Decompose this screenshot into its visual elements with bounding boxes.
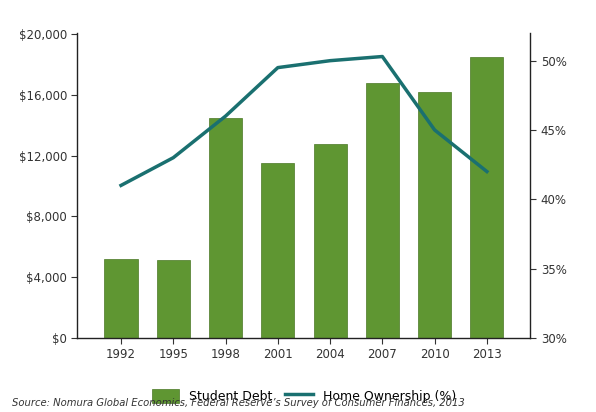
Bar: [261, 164, 294, 338]
Bar: [470, 57, 504, 338]
Bar: [209, 118, 242, 338]
Bar: [157, 260, 190, 338]
Legend: Student Debt, Home Ownership (%): Student Debt, Home Ownership (%): [147, 384, 461, 408]
Bar: [313, 144, 347, 338]
Bar: [418, 92, 451, 338]
Text: Source: Nomura Global Economics, Federal Reserve’s Survey of Consumer Finances, : Source: Nomura Global Economics, Federal…: [12, 398, 465, 408]
Bar: [366, 83, 399, 338]
Bar: [104, 259, 138, 338]
